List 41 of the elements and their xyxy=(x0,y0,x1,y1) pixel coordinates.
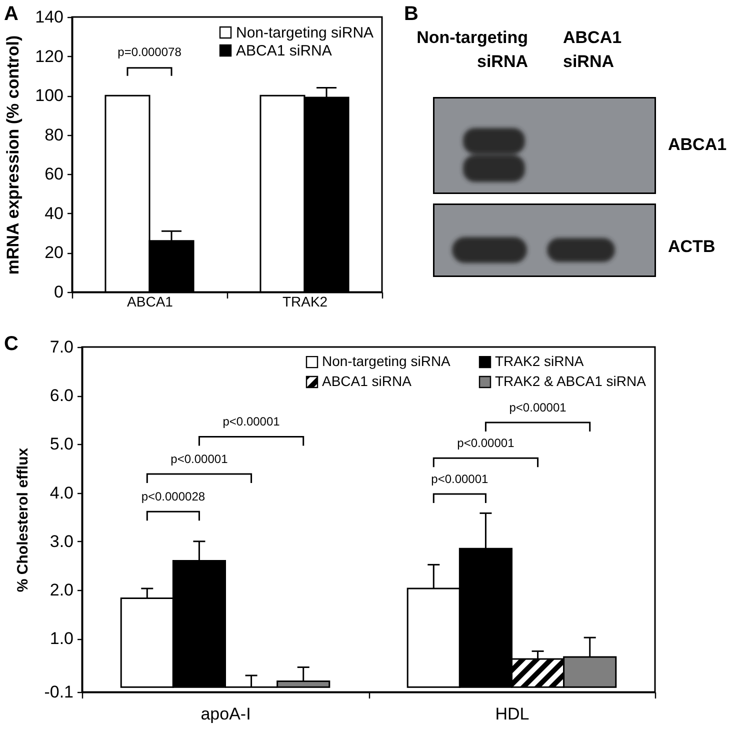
chart-title: C xyxy=(4,333,18,355)
legend-label: ABCA1 siRNA xyxy=(236,42,332,60)
legend-label: TRAK2 siRNA xyxy=(495,353,584,370)
y-tick-label: 120 xyxy=(35,46,64,66)
y-tick-label: 2.0 xyxy=(50,580,74,600)
annotation: p=0.000078 xyxy=(118,44,182,59)
chart-title: A xyxy=(4,3,18,25)
y-axis-title: % Cholesterol efflux xyxy=(14,447,32,592)
x-tick-label: TRAK2 xyxy=(282,294,328,310)
y-tick-label: 40 xyxy=(44,204,64,223)
text: Non-targeting siRNA xyxy=(416,27,528,73)
y-axis-title: mRNA expression (% control) xyxy=(4,35,22,275)
y-tick-label: 4.0 xyxy=(50,483,74,502)
y-tick-label: 3.0 xyxy=(50,532,74,551)
x-tick-label: apoA-I xyxy=(200,704,251,724)
legend-label: ABCA1 siRNA xyxy=(322,373,412,389)
y-tick-label: 0 xyxy=(54,282,64,302)
text: ABCA1 xyxy=(668,134,727,156)
y-tick-label: 5.0 xyxy=(50,434,74,454)
x-tick-label: HDL xyxy=(495,704,530,724)
y-tick-label: 1.0 xyxy=(50,629,74,648)
y-tick-label: 80 xyxy=(44,125,64,144)
y-tick-label: 7.0 xyxy=(50,338,74,356)
y-tick-label: 140 xyxy=(35,8,64,26)
y-tick-label: 60 xyxy=(44,164,64,184)
text: ABCA1 siRNA xyxy=(563,27,623,73)
legend-label: Non-targeting siRNA xyxy=(236,24,374,42)
annotation: p<0.00001 xyxy=(509,400,567,415)
text: ACTB xyxy=(668,236,716,258)
y-tick-label: -0.1 xyxy=(44,682,74,702)
y-tick-label: 100 xyxy=(35,86,64,106)
annotation: p<0.000028 xyxy=(141,490,206,504)
legend-label: Non-targeting siRNA xyxy=(322,353,452,370)
annotation: p<0.00001 xyxy=(431,472,489,486)
y-tick-label: 20 xyxy=(44,243,64,262)
text: B xyxy=(404,2,418,26)
y-tick-label: 6.0 xyxy=(50,386,74,406)
annotation: p<0.00001 xyxy=(222,414,280,429)
legend-label: TRAK2 & ABCA1 siRNA xyxy=(495,373,647,389)
annotation: p<0.00001 xyxy=(170,452,228,466)
annotation: p<0.00001 xyxy=(457,436,515,450)
